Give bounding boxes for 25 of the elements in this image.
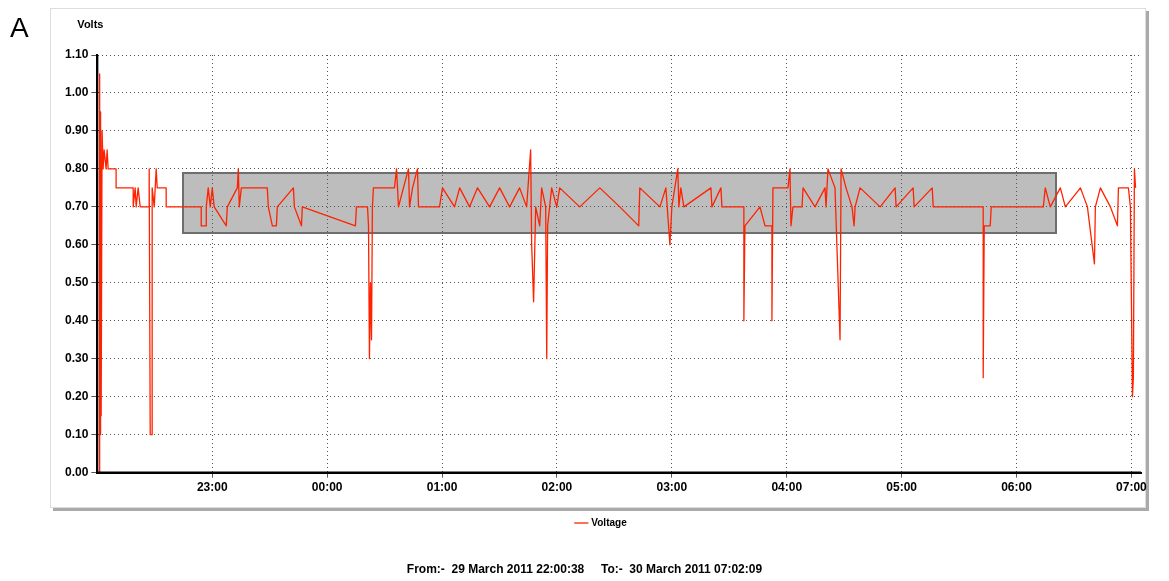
y-axis-title: Volts bbox=[77, 18, 104, 31]
text: A bbox=[10, 12, 29, 44]
y-tick-label: 0.90 bbox=[65, 123, 89, 138]
y-tick-label: 0.20 bbox=[65, 388, 89, 403]
x-tick-label: 00:00 bbox=[311, 480, 343, 495]
x-tick-label: 02:00 bbox=[541, 480, 573, 495]
y-tick-label: 0.30 bbox=[65, 351, 89, 366]
y-tick-label: 0.60 bbox=[65, 237, 89, 252]
x-tick-label: 07:00 bbox=[1116, 480, 1148, 495]
x-tick-label: 01:00 bbox=[426, 480, 458, 495]
x-tick-label: 06:00 bbox=[1001, 480, 1033, 495]
x-tick-label: 04:00 bbox=[771, 480, 803, 495]
x-tick-label: 03:00 bbox=[656, 480, 688, 495]
text: From:- 29 March 2011 22:00:38 To:- 30 March 2011 07:02:09 bbox=[405, 562, 764, 576]
y-tick-label: 0.70 bbox=[65, 199, 89, 214]
y-tick-label: 0.40 bbox=[65, 313, 89, 328]
y-tick-label: 0.50 bbox=[65, 275, 89, 290]
y-tick-label: 1.10 bbox=[65, 47, 89, 62]
y-tick-label: 0.00 bbox=[65, 464, 89, 479]
x-tick-label: 05:00 bbox=[886, 480, 918, 495]
y-tick-label: 1.00 bbox=[65, 85, 89, 100]
y-tick-label: 0.10 bbox=[65, 426, 89, 441]
legend-label: Voltage bbox=[591, 516, 628, 528]
y-tick-label: 0.80 bbox=[65, 161, 89, 176]
x-tick-label: 23:00 bbox=[196, 480, 228, 495]
